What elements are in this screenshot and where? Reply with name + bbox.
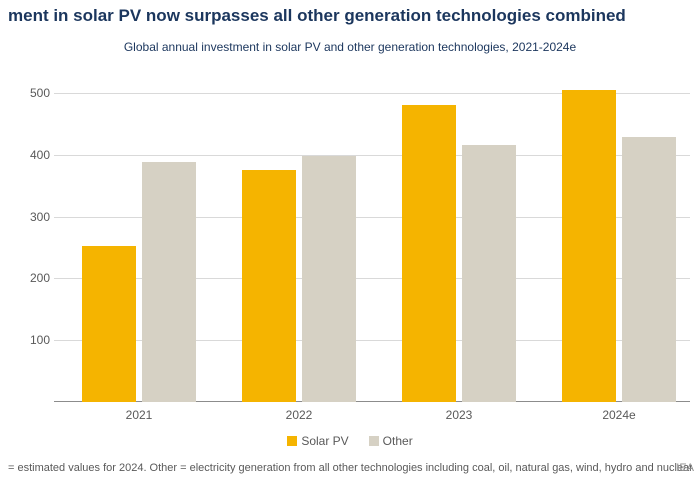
- chart-container: ment in solar PV now surpasses all other…: [0, 0, 700, 500]
- legend-swatch: [369, 436, 379, 446]
- chart-title: ment in solar PV now surpasses all other…: [8, 6, 692, 26]
- footnote: = estimated values for 2024. Other = ele…: [8, 462, 692, 474]
- bar-other: [302, 156, 356, 402]
- chart-subtitle: Global annual investment in solar PV and…: [0, 40, 700, 54]
- legend-item-other: Other: [369, 432, 413, 450]
- legend-label: Other: [383, 434, 413, 448]
- x-tick-label: 2024e: [602, 408, 635, 422]
- y-tick-label: 200: [10, 271, 50, 285]
- plot-area: [54, 62, 690, 402]
- y-tick-label: 300: [10, 210, 50, 224]
- legend: Solar PV Other: [0, 432, 700, 450]
- bar-other: [622, 137, 676, 402]
- y-tick-label: 400: [10, 148, 50, 162]
- legend-swatch: [287, 436, 297, 446]
- y-tick-label: 100: [10, 333, 50, 347]
- bar-other: [142, 162, 196, 402]
- legend-label: Solar PV: [301, 434, 348, 448]
- bar-solar-pv: [402, 105, 456, 402]
- legend-item-solar-pv: Solar PV: [287, 432, 348, 450]
- bar-solar-pv: [242, 170, 296, 402]
- x-tick-label: 2021: [126, 408, 153, 422]
- source-label: IEA: [676, 462, 694, 474]
- bar-other: [462, 145, 516, 402]
- x-tick-label: 2023: [446, 408, 473, 422]
- bar-solar-pv: [562, 90, 616, 402]
- bar-solar-pv: [82, 246, 136, 402]
- y-tick-label: 500: [10, 86, 50, 100]
- x-tick-label: 2022: [286, 408, 313, 422]
